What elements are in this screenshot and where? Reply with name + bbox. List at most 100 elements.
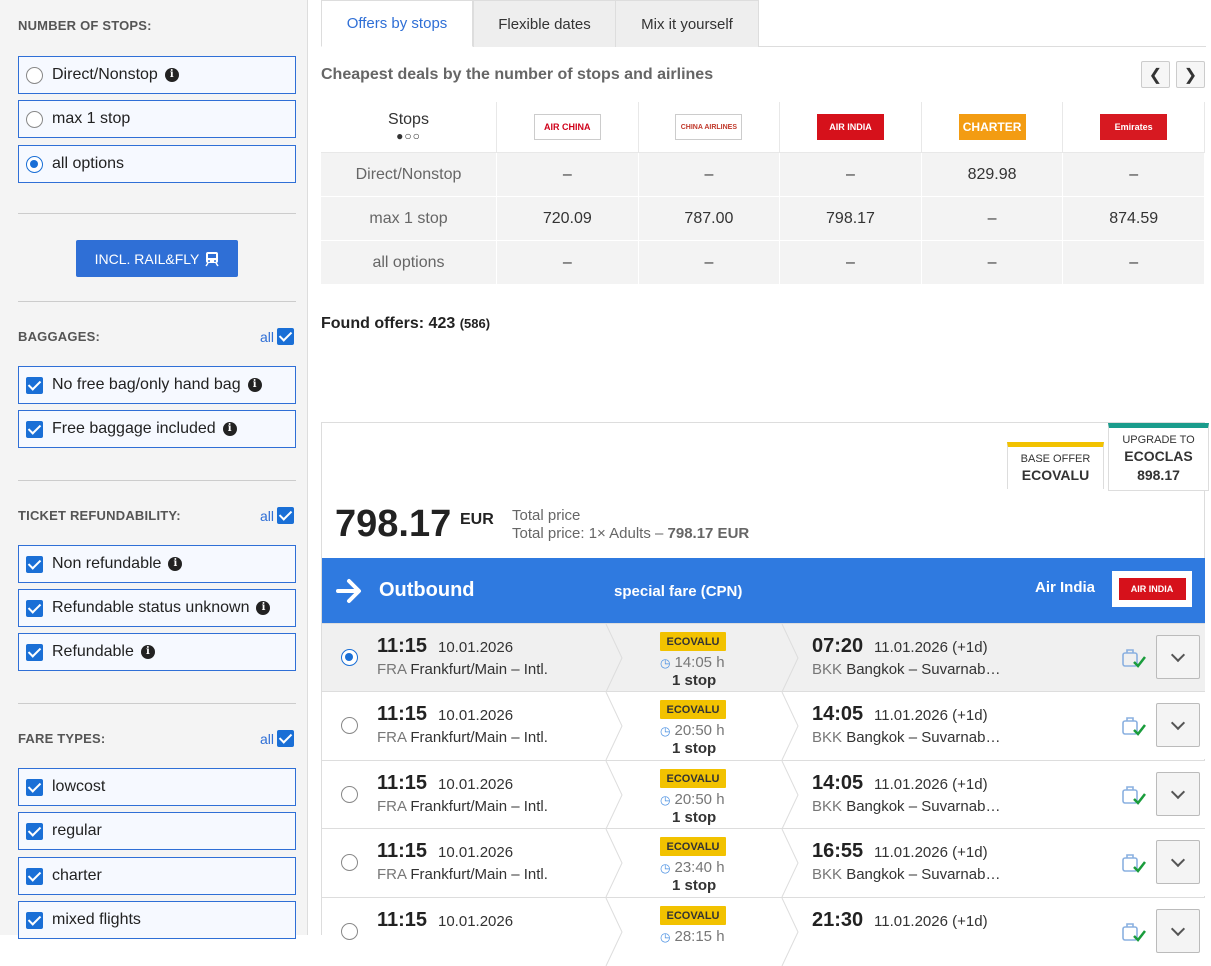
- flight-row[interactable]: 11:15 10.01.2026 FRA Frankfurt/Main – In…: [322, 828, 1205, 897]
- departure-airport: FRA Frankfurt/Main – Intl.: [377, 729, 548, 746]
- checkbox-icon[interactable]: [26, 555, 43, 573]
- prev-button[interactable]: ❮: [1141, 61, 1170, 88]
- chevron-left-icon: ❮: [1148, 66, 1163, 84]
- divider: [18, 703, 296, 704]
- radio-icon[interactable]: [26, 66, 43, 84]
- stops-option-direct[interactable]: Direct/Nonstop i: [18, 56, 296, 94]
- radio-icon[interactable]: [341, 923, 358, 940]
- info-icon[interactable]: i: [247, 378, 262, 392]
- upgrade-offer-tab[interactable]: UPGRADE TO ECOCLAS 898.17: [1108, 423, 1209, 491]
- tab-mix-it-yourself[interactable]: Mix it yourself: [615, 0, 759, 47]
- price-cell[interactable]: –: [1063, 241, 1205, 284]
- airline-column-air-china[interactable]: AIR CHINA: [497, 102, 639, 152]
- flight-row[interactable]: 11:15 10.01.2026 FRA Frankfurt/Main – In…: [322, 691, 1205, 760]
- stops-airline-matrix: Stops ●○○ AIR CHINA CHINA AIRLINES AIR I…: [321, 102, 1205, 285]
- rail-fly-button[interactable]: INCL. RAIL&FLY: [76, 240, 238, 277]
- checkbox-icon[interactable]: [277, 730, 294, 747]
- expand-button[interactable]: [1156, 840, 1200, 884]
- radio-icon[interactable]: [26, 110, 43, 128]
- departure-date: 10.01.2026: [438, 639, 514, 656]
- checkbox-icon[interactable]: [26, 643, 43, 661]
- stops-option-max1[interactable]: max 1 stop: [18, 100, 296, 138]
- price-cell[interactable]: –: [780, 241, 922, 284]
- expand-button[interactable]: [1156, 909, 1200, 953]
- price-cell[interactable]: –: [1063, 153, 1205, 196]
- checkbox-icon[interactable]: [277, 507, 294, 524]
- stops-option-all[interactable]: all options: [18, 145, 296, 183]
- fare-option-regular[interactable]: regular: [18, 812, 296, 850]
- price-cell[interactable]: 874.59: [1063, 197, 1205, 240]
- offer-price: 798.17: [335, 503, 452, 545]
- radio-selected-icon[interactable]: [341, 649, 358, 666]
- airport-name: Bangkok – Suvarnab…: [846, 661, 1001, 678]
- matrix-header-row: Stops ●○○ AIR CHINA CHINA AIRLINES AIR I…: [321, 102, 1205, 153]
- price-cell[interactable]: –: [780, 153, 922, 196]
- radio-selected-icon[interactable]: [26, 155, 43, 173]
- duration: ◷ 14:05 h: [660, 654, 725, 671]
- info-icon[interactable]: i: [140, 645, 155, 659]
- next-button[interactable]: ❯: [1176, 61, 1205, 88]
- departure-time: 11:15: [377, 703, 428, 725]
- refund-all-toggle[interactable]: all: [260, 507, 294, 524]
- checkbox-icon[interactable]: [277, 328, 294, 345]
- filter-sidebar: NUMBER OF STOPS: Direct/Nonstop i max 1 …: [0, 0, 308, 939]
- fare-all-toggle[interactable]: all: [260, 730, 294, 747]
- expand-button[interactable]: [1156, 635, 1200, 679]
- base-offer-tab[interactable]: BASE OFFER ECOVALU: [1007, 442, 1104, 489]
- separator-chevron-icon: [781, 898, 799, 966]
- checkbox-icon[interactable]: [26, 420, 43, 438]
- stops-header: Stops ●○○: [321, 102, 497, 152]
- checkbox-icon[interactable]: [26, 376, 43, 394]
- row-label: Direct/Nonstop: [321, 153, 497, 196]
- refund-option-non[interactable]: Non refundable i: [18, 545, 296, 583]
- baggage-all-toggle[interactable]: all: [260, 328, 294, 345]
- matrix-row-direct: Direct/Nonstop – – – 829.98 –: [321, 153, 1205, 197]
- price-cell[interactable]: 787.00: [638, 197, 781, 240]
- info-icon[interactable]: i: [222, 422, 237, 436]
- info-icon[interactable]: i: [256, 601, 271, 615]
- fare-option-lowcost[interactable]: lowcost: [18, 768, 296, 806]
- baggage-option-hand-bag[interactable]: No free bag/only hand bag i: [18, 366, 296, 404]
- info-icon[interactable]: i: [168, 557, 183, 571]
- flight-row[interactable]: 11:15 10.01.2026 FRA Frankfurt/Main – In…: [322, 760, 1205, 829]
- baggage-option-free[interactable]: Free baggage included i: [18, 410, 296, 448]
- expand-button[interactable]: [1156, 703, 1200, 747]
- info-icon[interactable]: i: [164, 68, 179, 82]
- price-cell[interactable]: –: [921, 241, 1064, 284]
- duration: ◷ 20:50 h: [660, 722, 725, 739]
- divider: [18, 480, 296, 481]
- radio-icon[interactable]: [341, 717, 358, 734]
- tab-flexible-dates[interactable]: Flexible dates: [473, 0, 616, 47]
- airline-column-charter[interactable]: CHARTER: [921, 102, 1064, 152]
- airport-code: BKK: [812, 798, 843, 815]
- checkbox-icon[interactable]: [26, 822, 43, 840]
- price-cell[interactable]: –: [638, 153, 781, 196]
- price-cell[interactable]: 829.98: [921, 153, 1064, 196]
- airline-column-emirates[interactable]: Emirates: [1063, 102, 1205, 152]
- refund-option-refundable[interactable]: Refundable i: [18, 633, 296, 671]
- radio-icon[interactable]: [341, 786, 358, 803]
- refund-option-unknown[interactable]: Refundable status unknown i: [18, 589, 296, 627]
- price-cell[interactable]: 720.09: [497, 197, 639, 240]
- price-cell[interactable]: 798.17: [780, 197, 922, 240]
- separator-chevron-icon: [781, 829, 799, 897]
- price-cell[interactable]: –: [497, 241, 639, 284]
- airline-column-air-india[interactable]: AIR INDIA: [780, 102, 922, 152]
- checkbox-icon[interactable]: [26, 599, 43, 617]
- fare-option-mixed[interactable]: mixed flights: [18, 901, 296, 939]
- expand-button[interactable]: [1156, 772, 1200, 816]
- fare-option-charter[interactable]: charter: [18, 857, 296, 895]
- price-cell[interactable]: –: [921, 197, 1064, 240]
- price-cell[interactable]: –: [638, 241, 781, 284]
- airline-column-china-airlines[interactable]: CHINA AIRLINES: [638, 102, 781, 152]
- checkbox-icon[interactable]: [26, 867, 43, 885]
- checkbox-icon[interactable]: [26, 911, 43, 929]
- flight-row[interactable]: 11:15 10.01.2026 FRA Frankfurt/Main – In…: [322, 623, 1205, 692]
- flight-row[interactable]: 11:15 10.01.2026 ECOVALU ◷ 28:15 h 21:30 …: [322, 897, 1205, 966]
- price-cell[interactable]: –: [497, 153, 639, 196]
- radio-icon[interactable]: [341, 854, 358, 871]
- tab-offers-by-stops[interactable]: Offers by stops: [321, 0, 473, 47]
- checkbox-icon[interactable]: [26, 778, 43, 796]
- option-label: Direct/Nonstop: [52, 66, 158, 83]
- departure-airport: FRA Frankfurt/Main – Intl.: [377, 798, 548, 815]
